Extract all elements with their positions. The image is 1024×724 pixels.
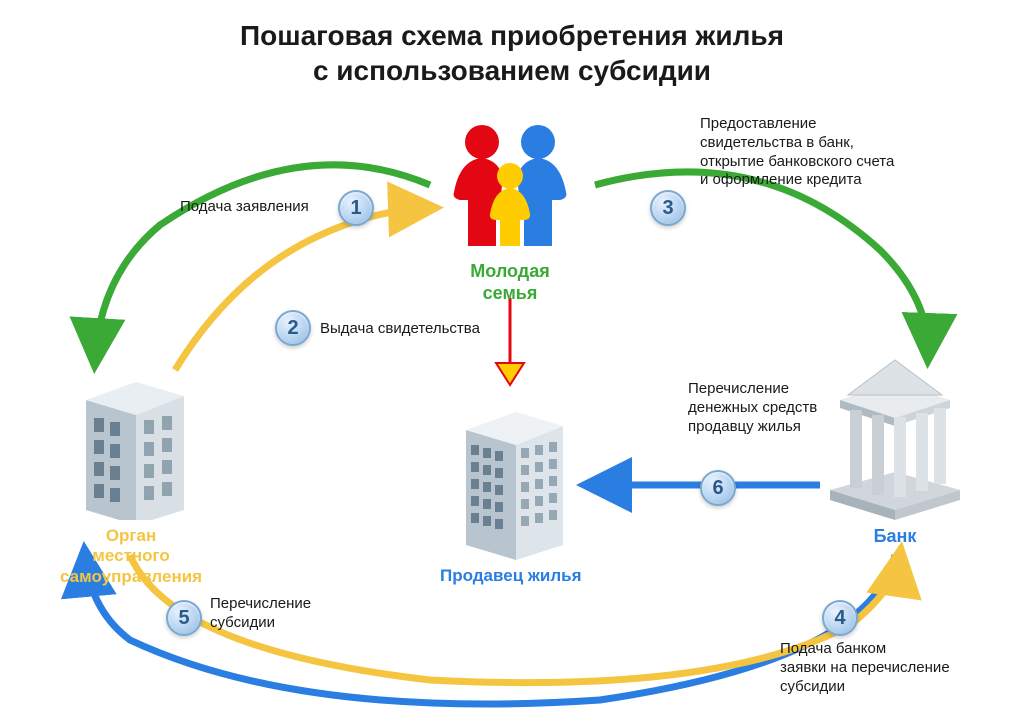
arrow-2 [175,208,430,370]
step-badge-6: 6 [700,470,736,506]
step-text-6: Перечисление денежных средств продавцу ж… [688,380,868,436]
gov-label-3: самоуправления [60,567,202,586]
step-badge-3: 3 [650,190,686,226]
step-text-5: Перечисление субсидии [210,595,350,633]
family-label-2: семья [483,283,538,303]
gov-label-1: Орган [106,526,156,545]
step-badge-1: 1 [338,190,374,226]
arrow-3 [595,172,928,355]
title-line2: с использованием субсидии [313,55,711,86]
step-badge-2: 2 [275,310,311,346]
gov-label-2: местного [92,546,169,565]
node-gov: Орган местного самоуправления [60,360,202,587]
step-text-3: Предоставление свидетельства в банк, отк… [700,115,960,190]
bank-label: Банк [874,526,917,546]
step-text-2: Выдача свидетельства [320,320,520,339]
family-icon [440,120,580,250]
step-badge-4: 4 [822,600,858,636]
node-family: Молодая семья [440,120,580,304]
seller-building-icon [441,390,581,560]
node-seller: Продавец жилья [440,390,582,586]
arrow-down [496,298,524,385]
title-line1: Пошаговая схема приобретения жилья [240,20,784,51]
step-text-4: Подача банком заявки на перечисление суб… [780,640,1020,696]
step-text-1: Подача заявления [180,198,340,217]
seller-label: Продавец жилья [440,566,582,585]
step-badge-5: 5 [166,600,202,636]
gov-building-icon [66,360,196,520]
family-label-1: Молодая [470,261,549,281]
